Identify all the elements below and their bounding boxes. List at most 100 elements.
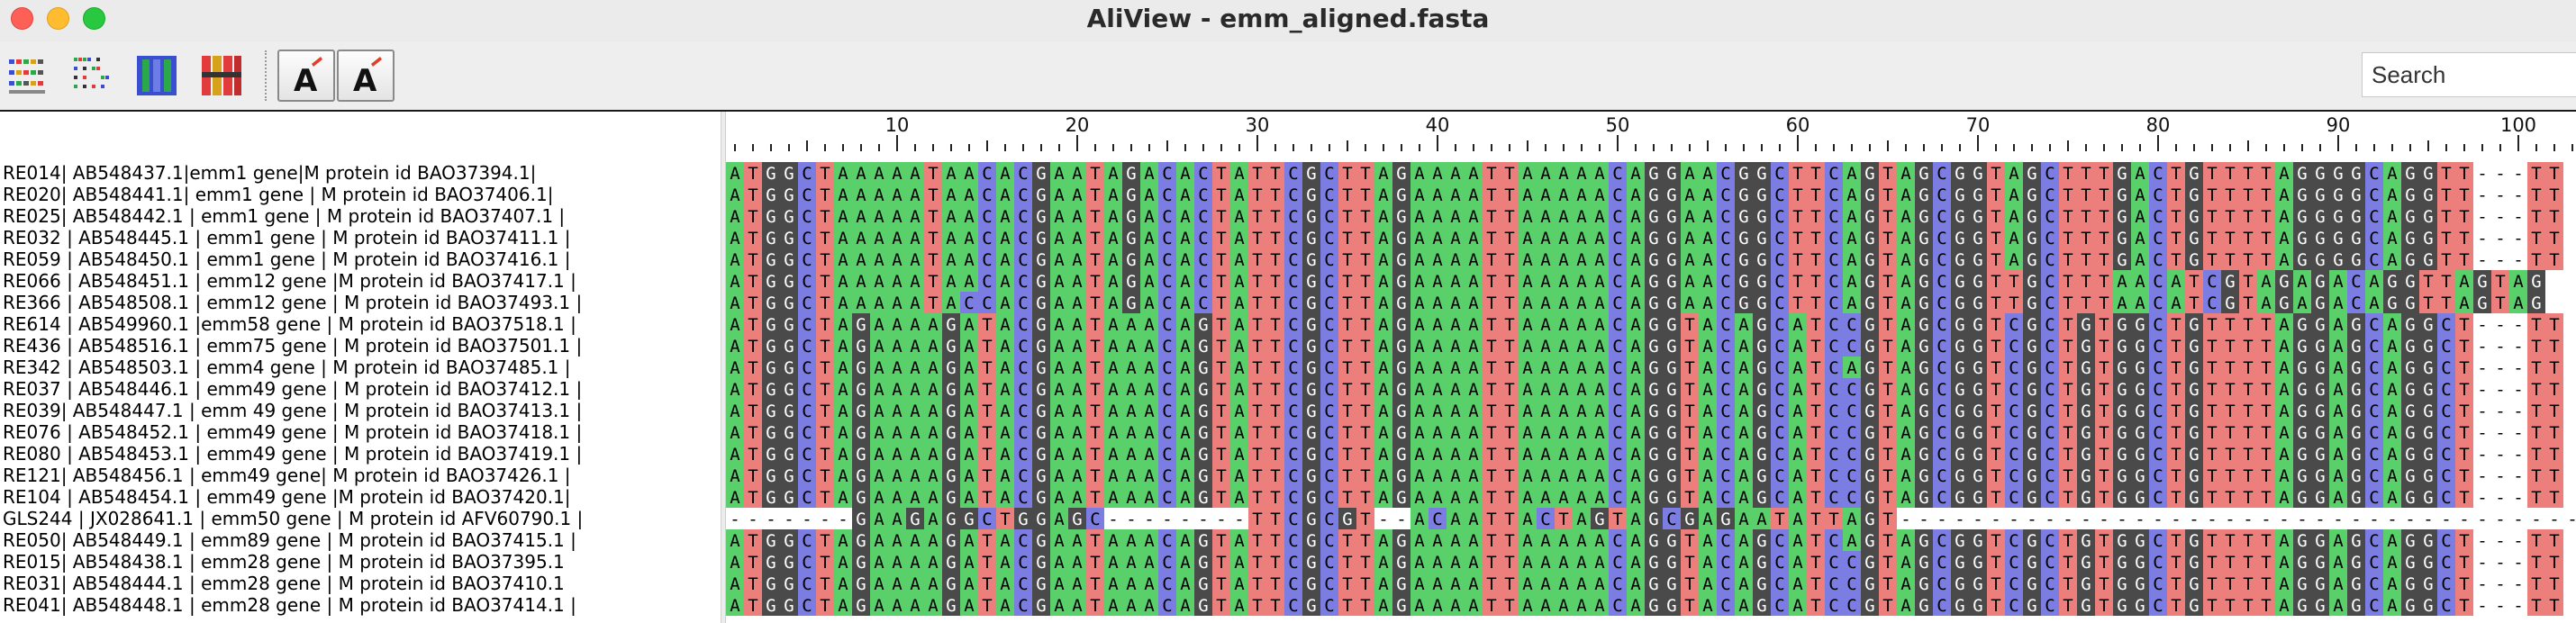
base-cell[interactable] — [2131, 205, 2149, 227]
base-cell[interactable] — [906, 248, 924, 270]
base-cell[interactable] — [1735, 227, 1753, 248]
base-cell[interactable] — [816, 205, 834, 227]
base-cell[interactable] — [1122, 227, 1140, 248]
base-cell[interactable] — [1519, 227, 1537, 248]
sequence-name[interactable]: RE059 | AB548450.1 | emm1 gene | M prote… — [3, 248, 571, 270]
base-cell[interactable] — [1014, 184, 1032, 205]
base-cell[interactable] — [2545, 162, 2563, 184]
base-cell[interactable] — [816, 184, 834, 205]
base-cell[interactable] — [2491, 227, 2509, 248]
base-cell[interactable] — [798, 184, 816, 205]
base-cell[interactable] — [2203, 184, 2221, 205]
base-cell[interactable] — [1140, 184, 1158, 205]
base-cell[interactable] — [870, 205, 888, 227]
base-cell[interactable] — [2311, 205, 2329, 227]
base-cell[interactable] — [1627, 205, 1645, 227]
base-cell[interactable] — [1392, 205, 1410, 227]
base-cell[interactable] — [2167, 184, 2185, 205]
base-cell[interactable] — [1158, 248, 1176, 270]
base-cell[interactable] — [906, 162, 924, 184]
base-cell[interactable] — [2311, 162, 2329, 184]
base-cell[interactable] — [1897, 184, 1915, 205]
base-cell[interactable] — [1014, 227, 1032, 248]
base-cell[interactable] — [726, 227, 744, 248]
base-cell[interactable] — [1573, 162, 1591, 184]
base-cell[interactable] — [1681, 227, 1699, 248]
base-cell[interactable] — [2221, 205, 2239, 227]
base-cell[interactable] — [1843, 227, 1861, 248]
base-cell[interactable] — [1230, 184, 1248, 205]
base-cell[interactable] — [2203, 205, 2221, 227]
base-cell[interactable] — [816, 248, 834, 270]
base-cell[interactable] — [1392, 227, 1410, 248]
base-cell[interactable] — [2311, 184, 2329, 205]
base-cell[interactable] — [1050, 227, 1068, 248]
base-cell[interactable] — [1392, 162, 1410, 184]
base-cell[interactable] — [1789, 248, 1807, 270]
base-cell[interactable] — [1194, 248, 1212, 270]
base-cell[interactable] — [1248, 227, 1266, 248]
base-cell[interactable] — [1392, 248, 1410, 270]
base-cell[interactable] — [1032, 248, 1050, 270]
base-cell[interactable] — [2527, 184, 2545, 205]
base-cell[interactable] — [1537, 162, 1555, 184]
base-cell[interactable] — [1555, 162, 1573, 184]
base-cell[interactable] — [978, 184, 996, 205]
base-cell[interactable] — [2113, 162, 2131, 184]
base-cell[interactable] — [2545, 227, 2563, 248]
base-cell[interactable] — [1392, 184, 1410, 205]
base-cell[interactable] — [924, 248, 942, 270]
base-cell[interactable] — [2005, 184, 2023, 205]
base-cell[interactable] — [1825, 162, 1843, 184]
base-cell[interactable] — [2167, 162, 2185, 184]
base-cell[interactable] — [1374, 227, 1392, 248]
base-cell[interactable] — [2041, 227, 2059, 248]
base-cell[interactable] — [2167, 205, 2185, 227]
base-cell[interactable] — [1140, 248, 1158, 270]
base-cell[interactable] — [1771, 248, 1789, 270]
base-cell[interactable] — [2275, 184, 2293, 205]
base-cell[interactable] — [726, 162, 744, 184]
base-cell[interactable] — [2023, 205, 2041, 227]
base-cell[interactable] — [2401, 205, 2419, 227]
base-cell[interactable] — [1897, 205, 1915, 227]
base-cell[interactable] — [780, 248, 798, 270]
base-cell[interactable] — [1176, 227, 1194, 248]
base-cell[interactable] — [2095, 184, 2113, 205]
base-cell[interactable] — [780, 162, 798, 184]
base-cell[interactable] — [2527, 205, 2545, 227]
base-cell[interactable] — [1374, 205, 1392, 227]
base-cell[interactable] — [1050, 162, 1068, 184]
base-cell[interactable] — [2383, 205, 2401, 227]
base-cell[interactable] — [1825, 184, 1843, 205]
base-cell[interactable] — [1356, 205, 1374, 227]
base-cell[interactable] — [1032, 227, 1050, 248]
base-cell[interactable] — [1248, 162, 1266, 184]
base-cell[interactable] — [1140, 162, 1158, 184]
base-cell[interactable] — [1609, 205, 1627, 227]
base-cell[interactable] — [960, 227, 978, 248]
base-cell[interactable] — [2149, 227, 2167, 248]
base-cell[interactable] — [1735, 184, 1753, 205]
base-cell[interactable] — [1627, 248, 1645, 270]
base-cell[interactable] — [834, 227, 852, 248]
base-cell[interactable] — [1356, 248, 1374, 270]
base-cell[interactable] — [1987, 162, 2005, 184]
base-cell[interactable] — [1465, 227, 1483, 248]
base-cell[interactable] — [1591, 248, 1609, 270]
base-cell[interactable] — [1104, 162, 1122, 184]
base-cell[interactable] — [1266, 162, 1284, 184]
base-cell[interactable] — [2293, 184, 2311, 205]
base-cell[interactable] — [1032, 162, 1050, 184]
base-cell[interactable] — [1501, 162, 1519, 184]
sequence-name[interactable]: RE436 | AB548516.1 | emm75 gene | M prot… — [3, 335, 583, 357]
base-cell[interactable] — [1537, 184, 1555, 205]
base-cell[interactable] — [1699, 205, 1717, 227]
base-cell[interactable] — [1987, 205, 2005, 227]
base-cell[interactable] — [798, 227, 816, 248]
base-cell[interactable] — [2185, 205, 2203, 227]
base-cell[interactable] — [1284, 248, 1302, 270]
base-cell[interactable] — [1447, 205, 1465, 227]
sequence-name[interactable]: RE020| AB548441.1| emm1 gene | M protein… — [3, 184, 554, 205]
base-cell[interactable] — [1753, 205, 1771, 227]
